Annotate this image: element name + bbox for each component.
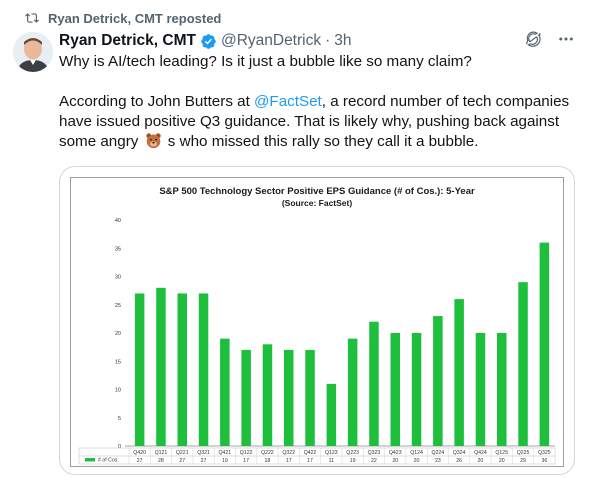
x-tick-label: Q321 xyxy=(197,450,210,456)
data-label: 22 xyxy=(371,458,377,464)
bar-Q123 xyxy=(326,383,337,446)
bar-Q122 xyxy=(241,349,251,446)
chart-subtitle: (Source: FactSet) xyxy=(281,198,353,208)
bar-Q324 xyxy=(454,299,464,446)
y-tick-label: 5 xyxy=(118,416,121,422)
tweet-text-segment: According to John Butters at xyxy=(59,93,255,110)
x-tick-label: Q421 xyxy=(218,450,231,456)
y-tick-label: 35 xyxy=(115,246,121,252)
bar-chart: 0 5 10 15 20 25 30 35 40 # of Cos. Q420 27 Q121 28 Q22… xyxy=(78,218,556,465)
y-tick-label: 0 xyxy=(118,444,121,450)
more-options-icon[interactable] xyxy=(557,30,575,53)
x-tick-label: Q423 xyxy=(389,450,402,456)
data-label: 28 xyxy=(158,458,164,464)
tweet-media-image[interactable]: S&P 500 Technology Sector Positive EPS G… xyxy=(59,166,575,475)
x-tick-label: Q125 xyxy=(495,450,508,456)
x-tick-label: Q123 xyxy=(325,450,338,456)
tweet-text-segment: s who missed this rally so they call it … xyxy=(163,133,479,150)
data-label: 17 xyxy=(307,458,313,464)
x-tick-label: Q323 xyxy=(368,450,381,456)
repost-icon xyxy=(16,11,48,25)
author-name[interactable]: Ryan Detrick, CMT xyxy=(59,32,196,49)
y-tick-label: 10 xyxy=(115,388,121,394)
y-tick-label: 30 xyxy=(115,275,121,281)
x-tick-label: Q324 xyxy=(453,450,466,456)
x-tick-label: Q221 xyxy=(176,450,189,456)
y-tick-label: 15 xyxy=(115,359,121,365)
x-tick-label: Q225 xyxy=(517,450,530,456)
data-table-border xyxy=(78,447,556,465)
bar-Q124 xyxy=(411,333,422,446)
data-label: 20 xyxy=(478,458,484,464)
bar-Q222 xyxy=(262,344,273,446)
tweet-header: Ryan Detrick, CMT @RyanDetrick · 3h xyxy=(59,30,352,52)
x-tick-label: Q122 xyxy=(240,450,253,456)
timestamp[interactable]: 3h xyxy=(334,32,352,49)
mention-link[interactable]: @FactSet xyxy=(254,93,322,110)
bar-Q321 xyxy=(198,293,209,446)
bar-Q223 xyxy=(347,338,358,446)
x-tick-label: Q422 xyxy=(304,450,317,456)
legend-swatch xyxy=(85,458,95,462)
data-label: 23 xyxy=(435,458,441,464)
data-label: 11 xyxy=(329,458,334,464)
data-label: 19 xyxy=(222,458,228,464)
data-label: 20 xyxy=(414,458,420,464)
avatar[interactable] xyxy=(13,32,53,72)
x-tick-label: Q325 xyxy=(538,450,551,456)
data-label: 20 xyxy=(392,458,398,464)
y-tick-label: 20 xyxy=(115,331,121,337)
bar-Q125 xyxy=(497,333,507,446)
bar-Q323 xyxy=(369,321,379,446)
x-tick-label: Q420 xyxy=(133,450,146,456)
x-tick-label: Q121 xyxy=(155,450,168,456)
repost-indicator[interactable]: Ryan Detrick, CMT reposted xyxy=(16,8,221,28)
x-tick-label: Q222 xyxy=(261,450,274,456)
data-label: 27 xyxy=(179,458,185,464)
separator-dot: · xyxy=(325,32,331,49)
bar-Q421 xyxy=(220,338,230,446)
data-label: 26 xyxy=(456,458,462,464)
tweet-paragraph-2: According to John Butters at @FactSet, a… xyxy=(59,92,584,155)
data-label: 19 xyxy=(350,458,356,464)
chart-frame: S&P 500 Technology Sector Positive EPS G… xyxy=(70,177,564,467)
bar-Q221 xyxy=(177,293,187,446)
bar-Q121 xyxy=(156,287,166,446)
bar-Q424 xyxy=(475,333,486,446)
y-tick-label: 40 xyxy=(115,218,121,224)
data-label: 17 xyxy=(243,458,249,464)
chart-title: S&P 500 Technology Sector Positive EPS G… xyxy=(159,186,475,197)
y-tick-label: 25 xyxy=(115,303,121,309)
author-handle[interactable]: @RyanDetrick xyxy=(220,32,322,49)
bar-Q325 xyxy=(539,242,550,446)
repost-label: Ryan Detrick, CMT reposted xyxy=(48,10,222,26)
verified-badge-icon[interactable] xyxy=(200,33,217,50)
x-tick-label: Q224 xyxy=(431,450,444,456)
bar-Q420 xyxy=(134,293,145,446)
data-label: 27 xyxy=(137,458,143,464)
bar-Q225 xyxy=(518,282,528,446)
tweet-text: Why is AI/tech leading? Is it just a bub… xyxy=(59,52,584,175)
bar-Q322 xyxy=(284,349,294,446)
bar-Q423 xyxy=(390,333,400,446)
tweet-line-1: Why is AI/tech leading? Is it just a bub… xyxy=(59,53,472,70)
data-label: 20 xyxy=(499,458,505,464)
header-actions xyxy=(523,30,575,52)
x-tick-label: Q223 xyxy=(346,450,359,456)
data-label: 18 xyxy=(265,458,271,464)
data-label: 27 xyxy=(201,458,207,464)
grok-icon[interactable] xyxy=(523,30,541,53)
x-tick-label: Q124 xyxy=(410,450,423,456)
bear-emoji-icon xyxy=(145,132,162,155)
x-tick-label: Q424 xyxy=(474,450,487,456)
data-label: 36 xyxy=(541,458,547,464)
bar-Q422 xyxy=(305,349,315,446)
bar-Q224 xyxy=(433,316,443,446)
x-tick-label: Q322 xyxy=(282,450,295,456)
legend-label: # of Cos. xyxy=(98,458,119,464)
tweet-text-segment: , a record number of tech companies have… xyxy=(59,93,570,150)
data-label: 17 xyxy=(286,458,292,464)
data-label: 29 xyxy=(520,458,526,464)
